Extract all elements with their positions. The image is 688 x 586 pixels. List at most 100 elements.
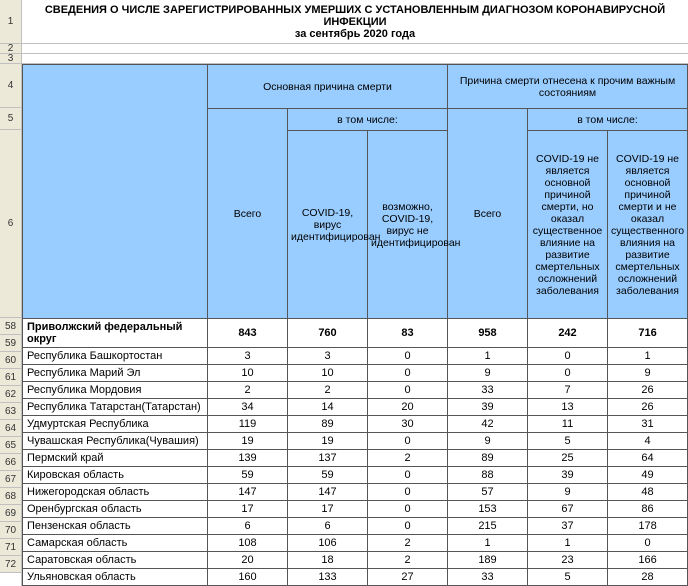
cell: 39	[448, 399, 528, 416]
cell: 242	[528, 319, 608, 348]
header-including: в том числе:	[528, 109, 688, 131]
cell: 19	[288, 433, 368, 450]
region-name: Нижегородская область	[23, 484, 208, 501]
cell: 14	[288, 399, 368, 416]
region-name: Ульяновская область	[23, 569, 208, 586]
region-name: Удмуртская Республика	[23, 416, 208, 433]
cell: 119	[208, 416, 288, 433]
header-other-cause: Причина смерти отнесена к прочим важным …	[448, 65, 688, 109]
cell: 39	[528, 467, 608, 484]
data-table: Основная причина смерти Причина смерти о…	[22, 64, 688, 586]
cell: 67	[528, 501, 608, 518]
cell: 64	[608, 450, 688, 467]
cell: 0	[528, 365, 608, 382]
region-name: Республика Татарстан(Татарстан)	[23, 399, 208, 416]
cell: 139	[208, 450, 288, 467]
cell: 34	[208, 399, 288, 416]
cell: 2	[288, 382, 368, 399]
table-row: Самарская область1081062110	[23, 535, 688, 552]
region-name: Кировская область	[23, 467, 208, 484]
header-total: Всего	[208, 109, 288, 319]
cell: 10	[288, 365, 368, 382]
cell: 4	[608, 433, 688, 450]
content-area: СВЕДЕНИЯ О ЧИСЛЕ ЗАРЕГИСТРИРОВАННЫХ УМЕР…	[22, 0, 688, 586]
region-name: Республика Мордовия	[23, 382, 208, 399]
cell: 0	[368, 365, 448, 382]
row-number-column: 1 2 3 4 5 6 58 59 60 61 62 63 64 65 66 6…	[0, 0, 22, 586]
cell: 89	[448, 450, 528, 467]
row-number: 64	[0, 420, 21, 437]
row-number: 59	[0, 335, 21, 352]
table-row: Оренбургская область171701536786	[23, 501, 688, 518]
row-number: 4	[0, 64, 21, 108]
cell: 108	[208, 535, 288, 552]
region-name: Пермский край	[23, 450, 208, 467]
page-title: СВЕДЕНИЯ О ЧИСЛЕ ЗАРЕГИСТРИРОВАННЫХ УМЕР…	[22, 0, 688, 44]
cell: 25	[528, 450, 608, 467]
row-number: 72	[0, 556, 21, 573]
cell: 26	[608, 399, 688, 416]
cell: 30	[368, 416, 448, 433]
cell: 1	[608, 348, 688, 365]
cell: 18	[288, 552, 368, 569]
cell: 137	[288, 450, 368, 467]
cell: 958	[448, 319, 528, 348]
cell: 48	[608, 484, 688, 501]
cell: 0	[368, 433, 448, 450]
cell: 716	[608, 319, 688, 348]
table-row: Республика Мордовия22033726	[23, 382, 688, 399]
cell: 33	[448, 569, 528, 586]
cell: 147	[208, 484, 288, 501]
cell: 0	[368, 484, 448, 501]
cell: 31	[608, 416, 688, 433]
cell: 17	[208, 501, 288, 518]
cell: 166	[608, 552, 688, 569]
cell: 9	[608, 365, 688, 382]
table-body: Приволжский федеральный округ 843 760 83…	[23, 319, 688, 586]
cell: 26	[608, 382, 688, 399]
region-name: Чувашская Республика(Чувашия)	[23, 433, 208, 450]
cell: 0	[368, 467, 448, 484]
cell: 88	[448, 467, 528, 484]
cell: 0	[368, 501, 448, 518]
row-number: 5	[0, 108, 21, 130]
header-covid-not-identified: возможно, COVID-19, вирус не идентифицир…	[368, 131, 448, 319]
cell: 13	[528, 399, 608, 416]
cell: 89	[288, 416, 368, 433]
header-other-sub1: COVID-19 не является основной причиной с…	[528, 131, 608, 319]
table-row: Республика Башкортостан330101	[23, 348, 688, 365]
cell: 160	[208, 569, 288, 586]
header-covid-identified: COVID-19, вирус идентифицирован	[288, 131, 368, 319]
row-number: 3	[0, 54, 21, 64]
cell: 83	[368, 319, 448, 348]
row-number: 68	[0, 488, 21, 505]
cell: 19	[208, 433, 288, 450]
cell: 106	[288, 535, 368, 552]
cell: 23	[528, 552, 608, 569]
cell: 49	[608, 467, 688, 484]
cell: 5	[528, 433, 608, 450]
cell: 27	[368, 569, 448, 586]
header-blank	[23, 65, 208, 319]
row-number: 61	[0, 369, 21, 386]
row-number: 65	[0, 437, 21, 454]
cell: 153	[448, 501, 528, 518]
table-row: Ульяновская область1601332733528	[23, 569, 688, 586]
row-number: 63	[0, 403, 21, 420]
cell: 20	[208, 552, 288, 569]
header-including: в том числе:	[288, 109, 448, 131]
cell: 59	[208, 467, 288, 484]
region-name: Республика Башкортостан	[23, 348, 208, 365]
cell: 6	[208, 518, 288, 535]
table-row: Чувашская Республика(Чувашия)19190954	[23, 433, 688, 450]
row-number: 69	[0, 505, 21, 522]
table-row: Саратовская область2018218923166	[23, 552, 688, 569]
cell: 2	[368, 552, 448, 569]
total-row: Приволжский федеральный округ 843 760 83…	[23, 319, 688, 348]
region-name: Оренбургская область	[23, 501, 208, 518]
cell: 17	[288, 501, 368, 518]
region-name: Самарская область	[23, 535, 208, 552]
row-number: 6	[0, 130, 21, 318]
row-number: 71	[0, 539, 21, 556]
cell: 42	[448, 416, 528, 433]
